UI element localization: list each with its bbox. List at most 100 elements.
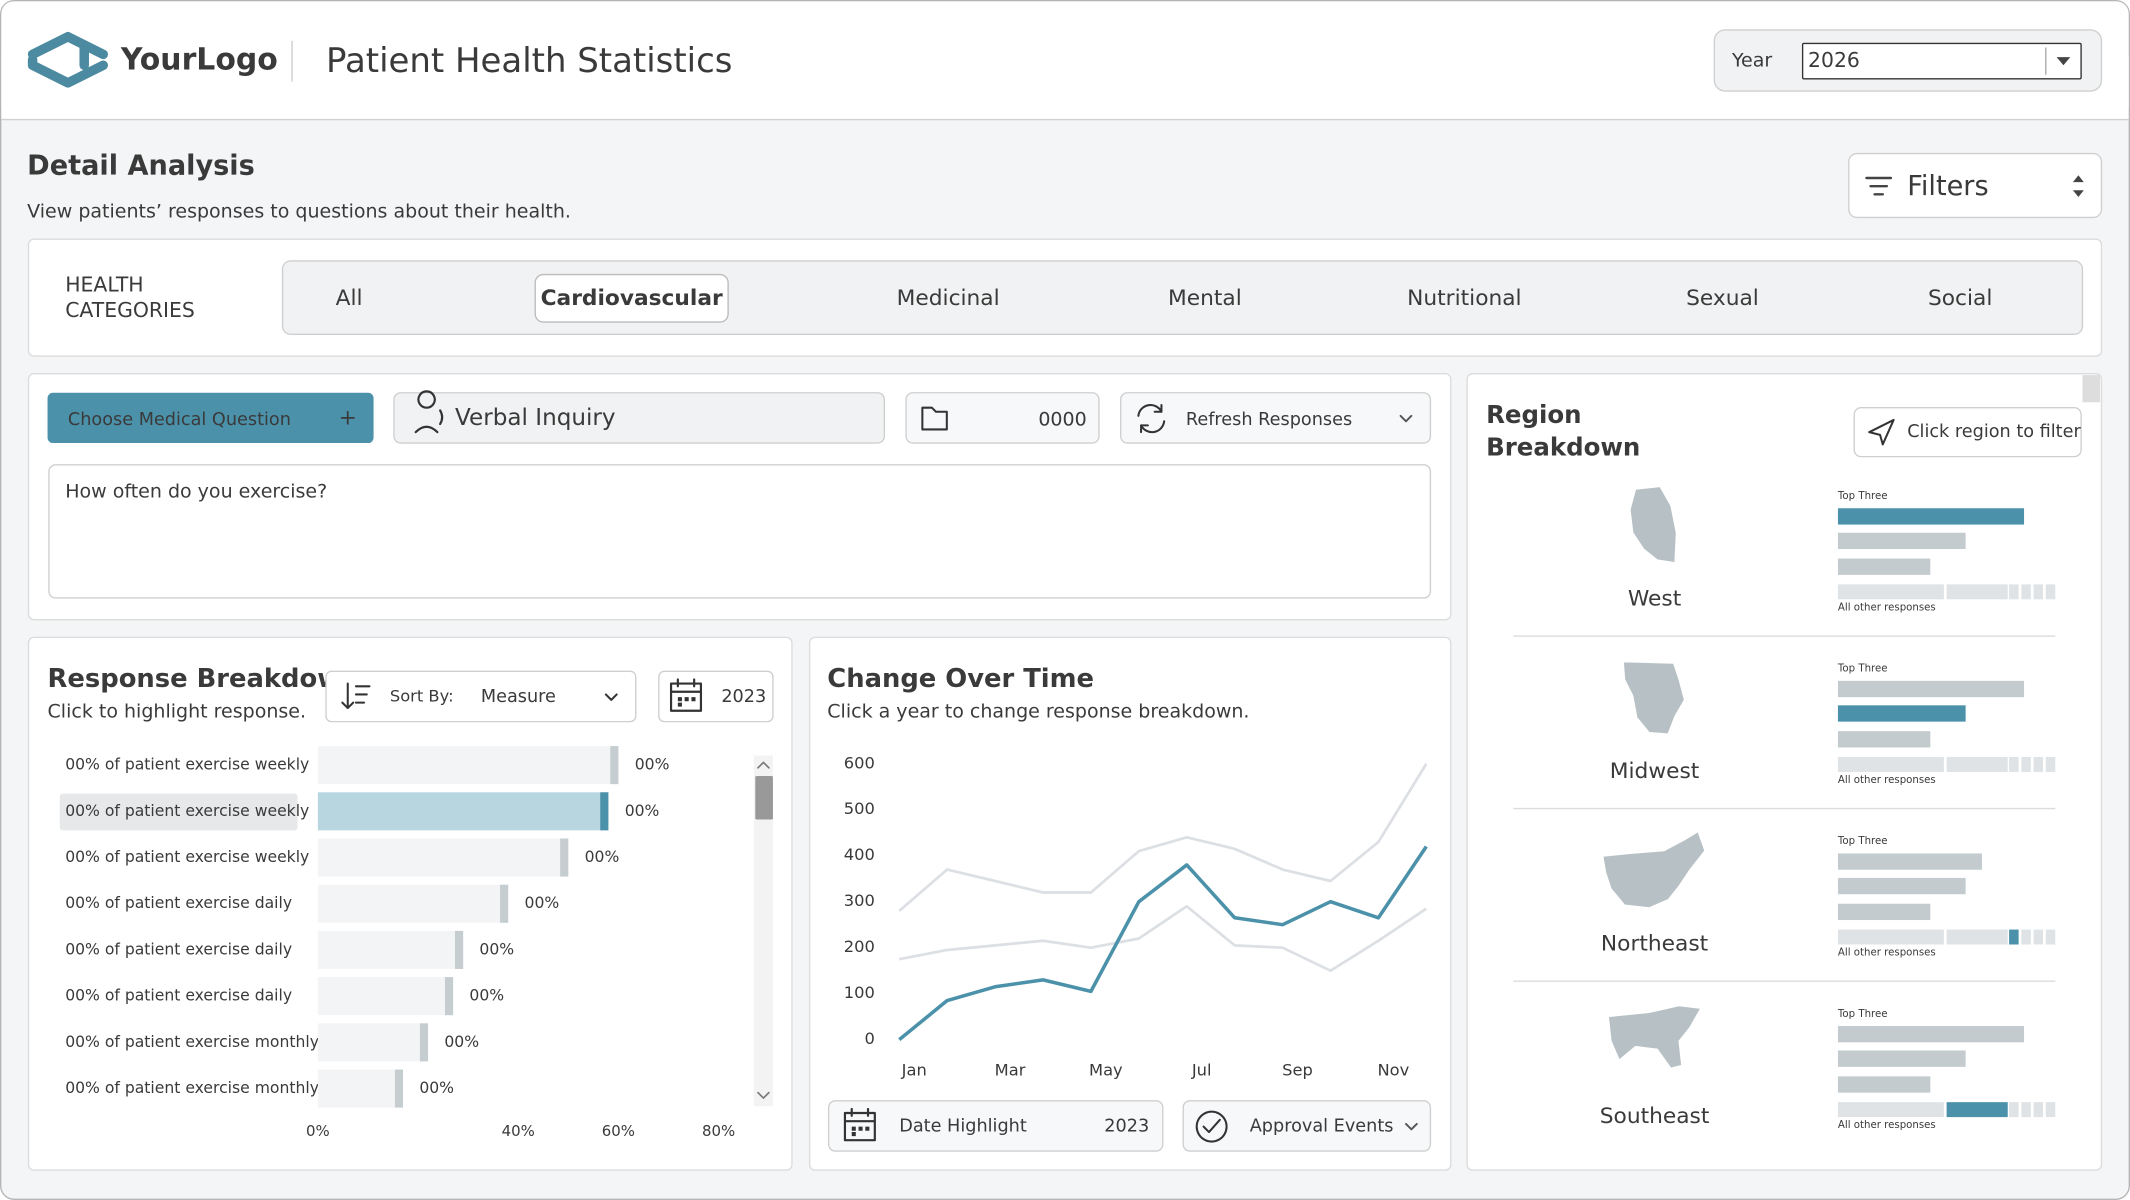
events-chevron — [1405, 1122, 1418, 1131]
events-label: Approval Events — [1250, 1117, 1394, 1137]
selected-tab[interactable] — [534, 273, 729, 323]
categories-label: CATEGORIES — [65, 298, 195, 322]
count-value: 0000 — [1038, 408, 1086, 430]
y-tick-label: 200 — [844, 937, 875, 956]
top-bar — [1837, 558, 1931, 575]
top-bar — [1837, 705, 1966, 722]
other-segment — [2021, 929, 2031, 945]
y-tick-label: 600 — [844, 753, 875, 772]
other-label: All other responses — [1838, 948, 1936, 959]
navigate-icon — [1868, 418, 1895, 446]
category-label: 00% of patient exercise daily — [65, 987, 292, 1005]
section-title: Detail Analysis — [27, 151, 255, 182]
date-highlight[interactable] — [827, 1100, 1164, 1152]
filters-arrows — [2072, 175, 2084, 198]
calendar-icon-dots — [677, 697, 696, 707]
bar[interactable] — [317, 792, 609, 831]
region-name: Northeast — [1601, 932, 1708, 957]
other-segment — [2033, 584, 2044, 600]
bar[interactable] — [317, 838, 569, 877]
line-series — [899, 904, 1428, 973]
question-text-box — [48, 464, 1432, 599]
events-select[interactable] — [1182, 1100, 1432, 1152]
category-label: 00% of patient exercise monthly — [65, 1079, 319, 1097]
region-map[interactable] — [1629, 485, 1677, 564]
category-label: 00% of patient exercise weekly — [65, 756, 309, 774]
calendar-icon — [669, 678, 703, 712]
logo-icon — [27, 31, 108, 88]
bar[interactable] — [317, 930, 464, 969]
bar-label: 00% — [469, 987, 504, 1005]
bar[interactable] — [317, 977, 454, 1016]
tab-label: Mental — [1168, 286, 1242, 311]
calendar-icon — [843, 1107, 876, 1142]
chart-subtitle: Click a year to change response breakdow… — [827, 701, 1249, 723]
other-segment — [2009, 756, 2019, 772]
region-name: Southeast — [1600, 1104, 1710, 1129]
region-name: West — [1628, 586, 1681, 611]
refresh-icon — [1137, 403, 1166, 434]
category-label: 00% of patient exercise weekly — [65, 848, 309, 866]
other-segment — [1837, 1102, 1944, 1118]
top-three-label: Top Three — [1837, 491, 1888, 502]
scroll-thumb[interactable] — [755, 775, 773, 820]
x-tick-label: Jul — [1191, 1060, 1212, 1079]
categories-tabs — [281, 260, 2084, 335]
refresh-chevron — [1399, 414, 1413, 423]
other-segment — [2033, 1102, 2044, 1118]
bar[interactable] — [317, 884, 509, 923]
top-bar — [1837, 853, 1982, 870]
voice-icon — [414, 390, 444, 434]
tab-label: Social — [1928, 286, 1992, 311]
other-label: All other responses — [1838, 1120, 1936, 1131]
other-segment — [1837, 756, 1944, 772]
x-tick-label: 40% — [502, 1122, 535, 1140]
year-value: 2026 — [1808, 48, 1860, 72]
bar-marker — [394, 1069, 404, 1108]
bar-marker — [600, 792, 609, 831]
region-map[interactable] — [1607, 1005, 1702, 1069]
bar-label: 00% — [479, 940, 514, 958]
bar-label: 00% — [525, 894, 560, 912]
check-icon — [1195, 1110, 1228, 1143]
region-map[interactable] — [1602, 830, 1706, 909]
bar-label: 00% — [419, 1079, 454, 1097]
top-bar — [1837, 680, 2025, 698]
other-segment — [1946, 1102, 2008, 1118]
category-label: 00% of patient exercise daily — [65, 940, 292, 958]
other-segment — [1837, 929, 1944, 945]
other-segment — [2045, 1102, 2056, 1118]
tab-label: Medicinal — [897, 286, 1000, 311]
bar-marker — [444, 977, 454, 1016]
region-title: Region — [1486, 400, 1581, 429]
category-label: 00% of patient exercise weekly — [65, 802, 309, 820]
refresh-label: Refresh Responses — [1186, 410, 1352, 430]
add-icon: + — [339, 406, 357, 431]
region-map[interactable] — [1622, 661, 1686, 735]
region-title: Breakdown — [1486, 432, 1640, 461]
top-bar — [1837, 877, 1966, 895]
filters-icon — [1865, 176, 1893, 196]
refresh-button[interactable] — [1120, 392, 1432, 444]
tab-label: Nutritional — [1407, 286, 1521, 311]
bar[interactable] — [317, 1023, 429, 1062]
choose-question-label: Choose Medical Question — [68, 410, 291, 430]
other-segment — [2045, 756, 2056, 772]
filters-button[interactable] — [1848, 152, 2103, 219]
region-filter-button[interactable] — [1853, 407, 2082, 458]
other-label: All other responses — [1838, 775, 1936, 786]
sort-select[interactable] — [325, 670, 637, 723]
other-segment — [2045, 929, 2056, 945]
bar[interactable] — [317, 1069, 404, 1108]
x-tick-label: 0% — [306, 1122, 330, 1140]
bar[interactable] — [317, 746, 619, 785]
mode-select[interactable] — [393, 392, 886, 444]
scroll-up — [757, 761, 770, 769]
tab-label: Sexual — [1686, 286, 1759, 311]
y-tick-label: 400 — [844, 845, 875, 864]
x-tick-label: 80% — [702, 1122, 735, 1140]
choose-question-button[interactable] — [47, 392, 374, 444]
sort-icon — [341, 682, 371, 710]
year-select[interactable] — [1801, 42, 2082, 80]
other-segment — [1946, 584, 2008, 600]
